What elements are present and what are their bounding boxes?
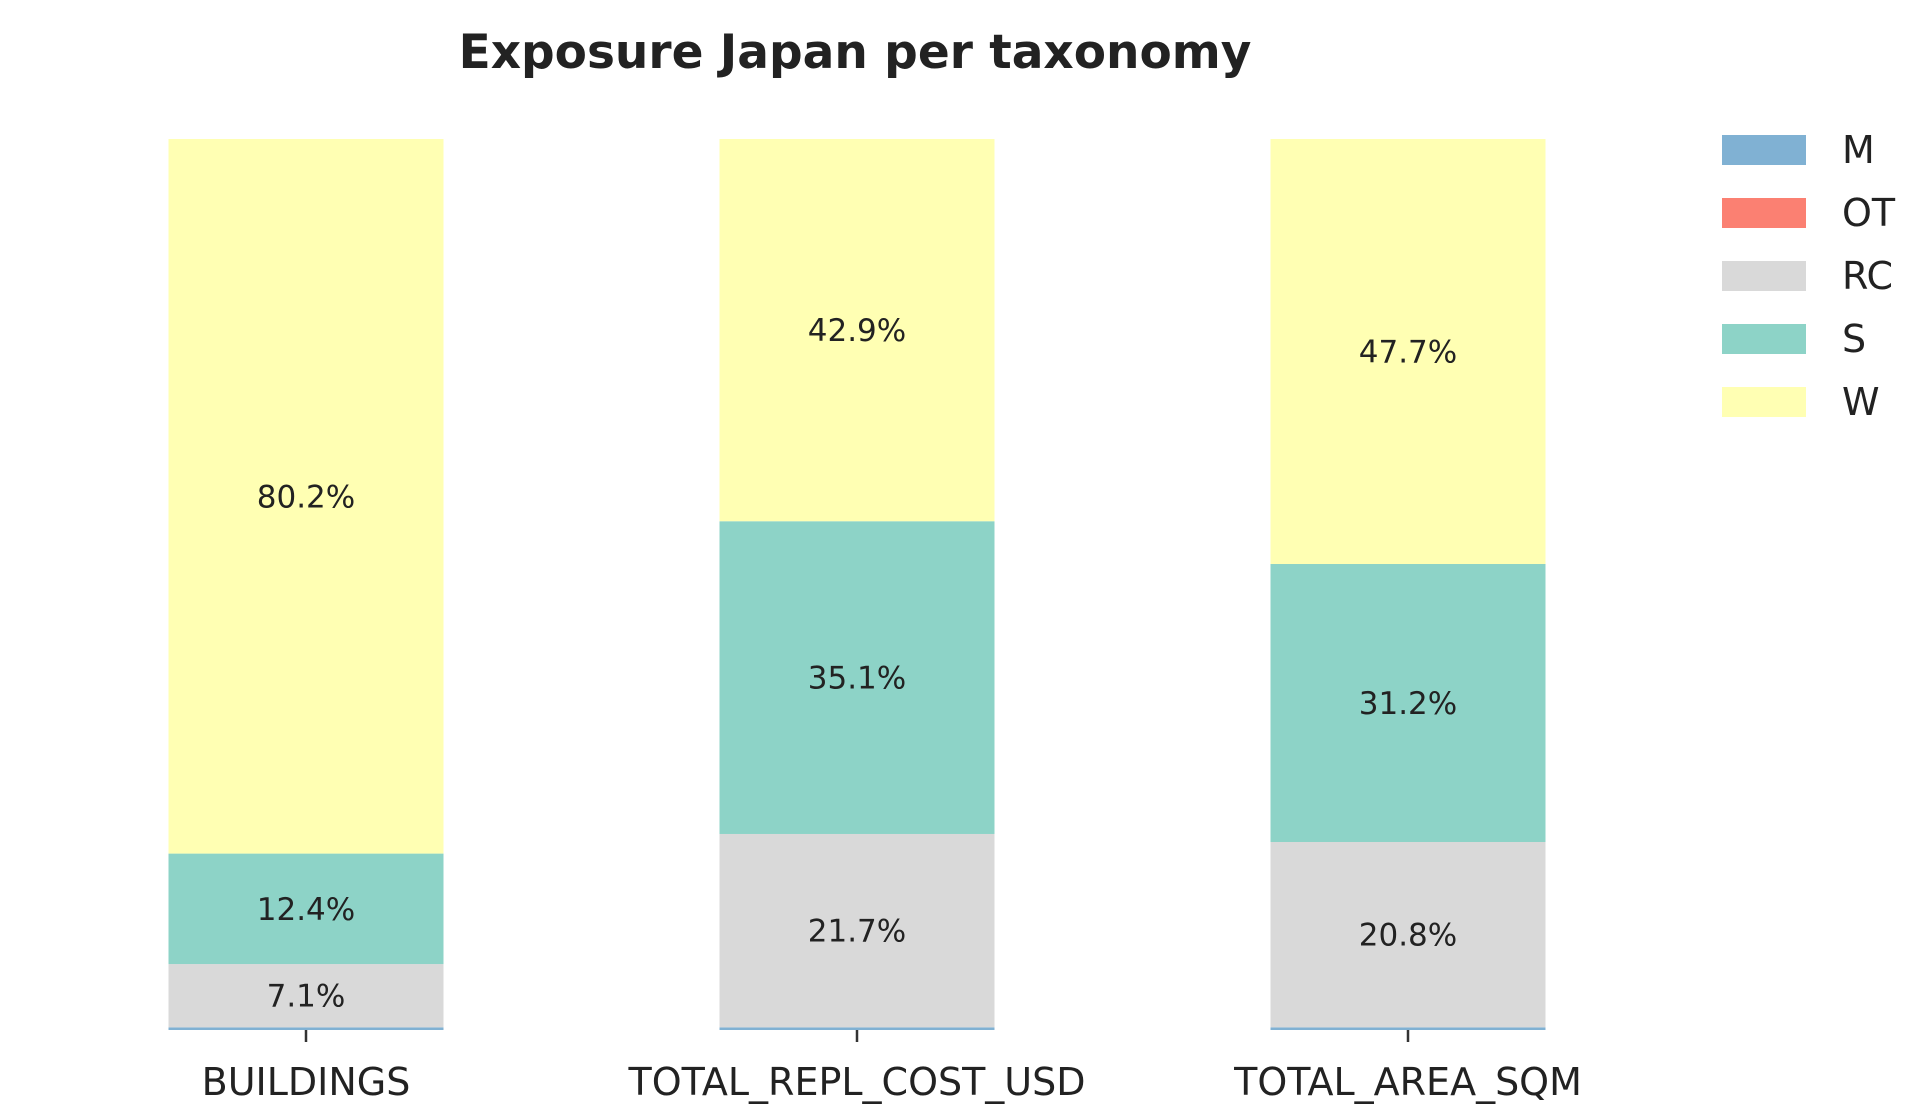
data-label-s-0: 12.4% [257, 892, 355, 928]
data-label-rc-2: 20.8% [1359, 918, 1457, 954]
x-tick-label: BUILDINGS [202, 1060, 411, 1104]
data-label-s-2: 31.2% [1359, 686, 1457, 722]
data-label-w-0: 80.2% [257, 479, 355, 515]
bar-segment-s-1 [719, 521, 995, 834]
legend: M OT RC SW [1722, 128, 1896, 424]
legend-swatch-ot [1722, 198, 1806, 228]
legend-label-rc: RC [1842, 254, 1893, 298]
x-tick-label: TOTAL_REPL_COST_USD [627, 1060, 1085, 1104]
data-label-s-1: 35.1% [808, 661, 906, 697]
data-label-w-2: 47.7% [1359, 335, 1457, 371]
legend-swatch-rc [1722, 261, 1806, 291]
segment-labels-group: 7.1% 12.4% 80.2% 21.7% 35.1% 42.9% 20.8% 31.2% 4… [257, 313, 1457, 1015]
bar-segment-s-2 [1270, 564, 1546, 842]
chart-title: Exposure Japan per taxonomy [459, 25, 1252, 80]
bar-segment-s-0 [168, 853, 444, 965]
x-axis: BUILDINGS TOTAL_REPL_COST_USD TOTAL_AREA_S… [202, 1030, 1582, 1104]
legend-swatch-m [1722, 135, 1806, 165]
bar-segment-rc-1 [719, 833, 995, 1028]
bar-segment-w-0 [168, 139, 444, 854]
bar-segment-m-2 [1270, 1027, 1546, 1030]
legend-label-ot: OT [1842, 191, 1896, 235]
bar-segment-rc-2 [1270, 841, 1546, 1028]
bars-group [168, 139, 1546, 1030]
legend-swatch-w [1722, 387, 1806, 417]
bar-segment-m-1 [719, 1027, 995, 1030]
data-label-rc-0: 7.1% [267, 979, 346, 1015]
legend-label-s: S [1842, 317, 1866, 361]
x-tick-label: TOTAL_AREA_SQM [1233, 1060, 1582, 1104]
bar-segment-w-1 [719, 139, 995, 522]
data-label-rc-1: 21.7% [808, 914, 906, 950]
legend-label-w: W [1842, 380, 1880, 424]
bar-segment-m-0 [168, 1027, 444, 1030]
bar-segment-rc-0 [168, 964, 444, 1028]
legend-label-m: M [1842, 128, 1875, 172]
bar-segment-w-2 [1270, 139, 1546, 565]
data-label-w-1: 42.9% [808, 313, 906, 349]
legend-swatch-s [1722, 324, 1806, 354]
